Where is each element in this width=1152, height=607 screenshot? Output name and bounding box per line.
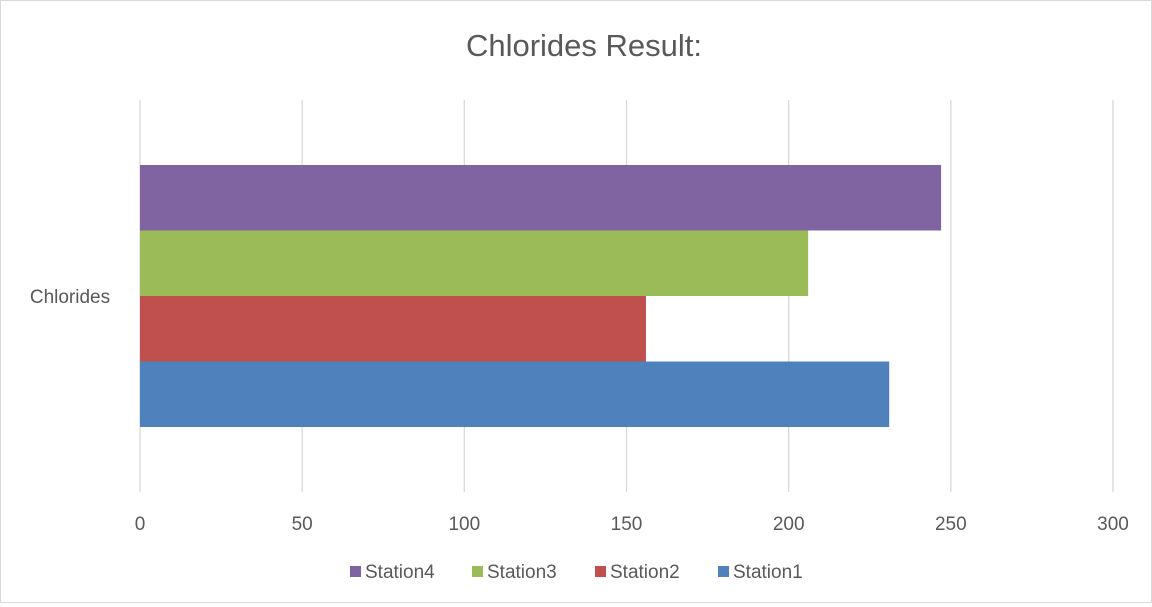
category-label: Chlorides (30, 287, 110, 308)
x-tick-label: 100 (448, 514, 480, 535)
legend: Station4 Station3 Station2 Station1 (350, 562, 803, 583)
x-tick-label: 50 (292, 514, 313, 535)
bars (140, 165, 942, 427)
legend-swatch-station4 (350, 566, 361, 577)
x-tick-label: 0 (135, 514, 146, 535)
x-axis-ticks: 0 50 100 150 200 250 300 (135, 514, 1129, 535)
legend-label-station4: Station4 (365, 562, 435, 583)
x-tick-label: 300 (1097, 514, 1129, 535)
bar-station3 (140, 230, 809, 296)
legend-swatch-station1 (718, 566, 729, 577)
x-tick-label: 200 (773, 514, 805, 535)
bar-station2 (140, 296, 646, 362)
legend-label-station1: Station1 (733, 562, 803, 583)
chart-title: Chlorides Result: (466, 28, 702, 63)
category-labels: Chlorides (30, 287, 110, 308)
bar-station1 (140, 361, 890, 427)
bar-station4 (140, 165, 942, 231)
legend-swatch-station3 (472, 566, 483, 577)
x-tick-label: 150 (611, 514, 643, 535)
legend-swatch-station2 (595, 566, 606, 577)
legend-label-station3: Station3 (487, 562, 557, 583)
legend-label-station2: Station2 (610, 562, 680, 583)
x-tick-label: 250 (935, 514, 967, 535)
